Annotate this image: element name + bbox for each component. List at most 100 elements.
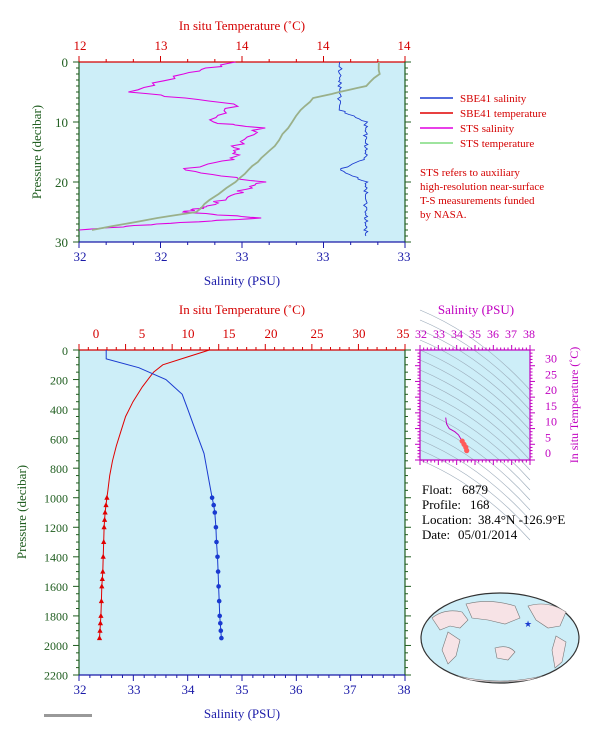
main-temp-tick-label: 15 [223, 326, 236, 341]
top-salinity-tick-label: 33 [236, 249, 249, 264]
ts-isopycnal-line [419, 389, 531, 471]
temperature-point [99, 576, 105, 581]
main-salinity-tick-label: 32 [74, 682, 87, 697]
top-temp-tick-label: 12 [74, 38, 87, 53]
salinity-point [216, 584, 221, 589]
world-map: ★ [420, 592, 580, 684]
ts-isopycnal-line [419, 419, 531, 501]
ts-salinity-tick-label: 38 [523, 327, 535, 341]
top-pressure-tick-label: 30 [55, 235, 68, 250]
ts-temperature-title: In situ Temperature (˚C) [567, 347, 581, 464]
top-panel-pressure-title: Pressure (decibar) [29, 105, 44, 199]
main-panel-salinity-title: Salinity (PSU) [204, 706, 280, 721]
ts-isopycnal-line [419, 369, 531, 451]
location-value: 38.4°N -126.9°E [478, 512, 565, 527]
main-panel-temperature-title: In situ Temperature (˚C) [179, 302, 305, 317]
main-salinity-tick-label: 33 [128, 682, 141, 697]
ts-plot-area [420, 350, 530, 460]
main-salinity-tick-label: 37 [344, 682, 358, 697]
ts-temp-tick-label: 30 [545, 352, 557, 366]
top-panel-temperature-title: In situ Temperature (˚C) [179, 18, 305, 33]
top-salinity-tick-label: 32 [74, 249, 87, 264]
main-panel-pressure-title: Pressure (decibar) [14, 465, 29, 559]
top-salinity-tick-label: 33 [317, 249, 330, 264]
ts-isopycnal-line [419, 349, 531, 431]
main-pressure-tick-label: 0 [62, 344, 68, 358]
ts-isopycnal-line [419, 379, 531, 461]
main-temp-tick-label: 10 [182, 326, 195, 341]
main-pressure-tick-labels: 0 200 400 600 800 1000 1200 1400 1600 18… [44, 344, 68, 683]
top-pressure-tick-label: 10 [55, 115, 68, 130]
temperature-point [102, 509, 108, 515]
temperature-point [103, 502, 109, 508]
top-series-sbe41-salinity [336, 61, 369, 237]
ts-salinity-tick-label: 33 [433, 327, 445, 341]
top-panel: In situ Temperature (˚C) 12 13 14 14 14 … [29, 18, 411, 288]
ts-isopycnal-line [419, 439, 531, 521]
main-panel-ticks [73, 344, 411, 681]
temperature-point [96, 635, 103, 641]
salinity-point [209, 495, 215, 501]
ts-ticks [415, 345, 535, 465]
top-temp-tick-label: 14 [317, 38, 331, 53]
ts-isopycnal-line [419, 359, 531, 441]
ts-series [445, 417, 470, 454]
map-landmass-south-america [551, 635, 567, 669]
main-pressure-tick-label: 1400 [44, 551, 68, 565]
ts-salinity-tick-label: 37 [505, 327, 517, 341]
top-panel-series [78, 61, 381, 237]
footer-stamp [44, 714, 92, 717]
date-label: Date: [422, 527, 450, 542]
legend-note-line: T-S measurements funded [420, 195, 535, 207]
legend-note-line: by NASA. [420, 209, 467, 221]
main-panel-series [96, 349, 224, 641]
top-salinity-tick-label: 32 [155, 249, 168, 264]
main-temp-tick-label: 20 [265, 326, 278, 341]
salinity-point [217, 613, 222, 619]
main-pressure-tick-label: 400 [50, 403, 68, 417]
top-temp-tick-label: 14 [236, 38, 250, 53]
salinity-point [219, 635, 224, 641]
map-landmass-asia [465, 601, 521, 625]
top-pressure-tick-label: 0 [62, 55, 69, 70]
main-pressure-tick-label: 600 [50, 433, 68, 447]
profile-value: 168 [470, 497, 490, 512]
main-panel: In situ Temperature (˚C) 0 5 10 15 20 25… [14, 302, 411, 721]
ts-isopycnal-line [419, 459, 531, 541]
temperature-point [99, 583, 105, 589]
temperature-point [100, 568, 106, 574]
temperature-point [101, 524, 107, 530]
ts-isopycnal-line [419, 339, 531, 421]
ts-salinity-tick-label: 36 [487, 327, 499, 341]
ts-isopycnal-line [419, 319, 531, 401]
salinity-point [218, 621, 223, 626]
temperature-point [97, 620, 103, 626]
temperature-point [98, 612, 104, 618]
ts-salinity-tick-label: 35 [469, 327, 481, 341]
top-panel-ticks [73, 56, 411, 248]
main-salinity-tick-label: 34 [182, 682, 196, 697]
top-panel-salinity-title: Salinity (PSU) [204, 273, 280, 288]
main-series-salinity [105, 350, 222, 639]
top-pressure-tick-label: 20 [55, 175, 68, 190]
main-salinity-tick-label: 35 [236, 682, 249, 697]
map-landmass-antarctica [457, 675, 543, 683]
legend-note-line: STS refers to auxiliary [420, 167, 520, 179]
main-temp-tick-label: 30 [353, 326, 366, 341]
ts-panel: Salinity (PSU) 32 33 34 35 36 37 38 0 5 … [415, 302, 581, 541]
salinity-point [215, 554, 220, 560]
ts-isopycnal-line [419, 409, 531, 491]
main-pressure-tick-label: 2000 [44, 639, 68, 653]
ts-salinity-tick-label: 32 [415, 327, 427, 341]
profile-label: Profile: [422, 497, 461, 512]
ts-salinity-tick-label: 34 [451, 327, 463, 341]
legend: SBE41 salinity SBE41 temperature STS sal… [420, 93, 547, 221]
legend-label: SBE41 salinity [460, 93, 527, 105]
ts-isopycnal-line [419, 449, 531, 531]
main-salinity-tick-label: 38 [398, 682, 411, 697]
ts-temp-tick-label: 0 [545, 446, 551, 460]
ts-isopycnal-line [419, 429, 531, 511]
main-plot-area [79, 350, 405, 675]
legend-label: STS temperature [460, 138, 534, 150]
